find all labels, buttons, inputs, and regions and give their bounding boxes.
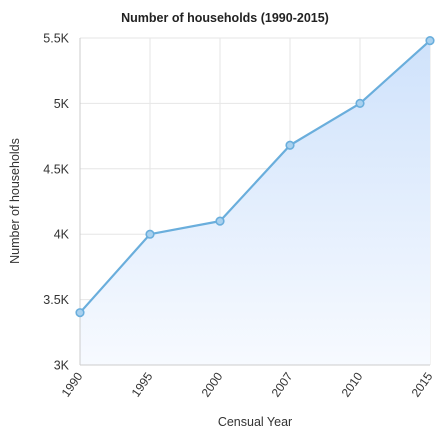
x-axis-label: Censual Year xyxy=(218,415,292,429)
x-tick-label: 2015 xyxy=(409,369,436,399)
data-point-2010[interactable] xyxy=(355,98,365,108)
y-tick-label: 5.5K xyxy=(43,32,69,46)
data-point-2007[interactable] xyxy=(285,140,295,150)
y-tick-label: 4K xyxy=(54,228,70,242)
x-tick-label: 2010 xyxy=(339,369,366,399)
y-tick-label: 3K xyxy=(54,359,70,373)
y-axis-label: Number of households xyxy=(8,138,22,264)
y-tick-label: 5K xyxy=(54,97,70,111)
data-point-1995[interactable] xyxy=(145,229,155,239)
data-point-1990[interactable] xyxy=(75,308,85,318)
y-tick-labels: 3K 3.5K 4K 4.5K 5K 5.5K xyxy=(43,32,69,373)
chart-title: Number of households (1990-2015) xyxy=(121,11,329,25)
y-tick-label: 3.5K xyxy=(43,293,69,307)
x-tick-labels: 1990 1995 2000 2007 2010 2015 xyxy=(59,369,436,399)
x-tick-label: 2007 xyxy=(269,369,296,399)
x-tick-label: 1995 xyxy=(129,369,156,399)
series-line xyxy=(79,39,431,314)
x-tick-label: 2000 xyxy=(199,369,226,399)
x-tick-label: 1990 xyxy=(59,369,86,399)
area-layer xyxy=(79,39,431,366)
data-point-2000[interactable] xyxy=(215,216,225,226)
area-fill xyxy=(80,40,430,366)
data-point-2015[interactable] xyxy=(425,36,435,46)
data-points xyxy=(75,36,435,318)
y-tick-label: 4.5K xyxy=(43,162,69,176)
